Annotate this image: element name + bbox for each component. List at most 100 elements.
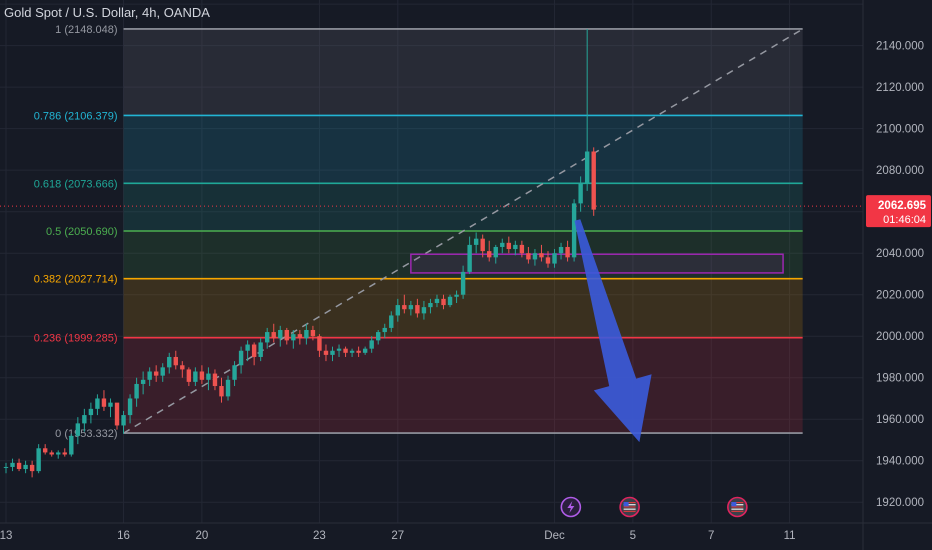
candle-body [578, 182, 583, 204]
candle-body [127, 398, 133, 416]
candle-body [500, 242, 505, 247]
candle-body [480, 238, 485, 252]
fib-level-label: 1 (2148.048) [55, 24, 117, 36]
candle-body [467, 244, 472, 272]
candle-body [473, 238, 479, 245]
chart-title: Gold Spot / U.S. Dollar, 4h, OANDA [4, 5, 210, 20]
candle-body [591, 151, 596, 210]
candle-body [10, 462, 15, 467]
fib-level-label: 0.236 (1999.285) [34, 333, 118, 345]
candle-body [415, 305, 420, 314]
candle-body [460, 271, 466, 295]
date-tick: Dec [544, 530, 565, 542]
date-tick: 16 [117, 530, 130, 542]
candle-body [160, 367, 165, 376]
date-tick: 27 [391, 530, 404, 542]
current-price-label: 2062.695 [878, 200, 927, 212]
current-price-badge [866, 195, 931, 228]
candle-body [317, 336, 322, 351]
candle-body [212, 373, 218, 387]
candle-body [232, 365, 237, 380]
candle-body [493, 246, 498, 258]
candle-body [206, 373, 211, 380]
candle-body [69, 435, 74, 455]
candle-body [513, 244, 518, 250]
candle-body [421, 307, 427, 314]
price-tick: 2020.000 [876, 290, 924, 302]
price-tick: 1920.000 [876, 497, 924, 509]
candle-body [167, 356, 172, 368]
candle-body [121, 415, 126, 426]
candle-body [225, 379, 231, 397]
candle-body [3, 466, 9, 468]
candles [3, 29, 596, 478]
candle-body [153, 371, 159, 376]
candle-body [402, 305, 407, 310]
date-tick: 11 [784, 530, 796, 542]
candle-body [395, 305, 400, 316]
fib-level-label: 0 (1953.332) [55, 428, 117, 440]
candle-body [245, 344, 250, 351]
time-axis [0, 523, 863, 550]
candle-body [16, 462, 22, 470]
date-tick: 13 [0, 530, 12, 542]
candle-body [62, 452, 67, 455]
fib-zone [123, 115, 803, 184]
fib-zone [123, 28, 803, 116]
candle-body [180, 365, 185, 370]
candle-body [219, 386, 224, 397]
candle-body [23, 464, 28, 470]
us-flag-icon [619, 496, 640, 518]
candle-body [199, 371, 205, 380]
candle-body [571, 203, 577, 258]
candle-body [362, 348, 368, 353]
candle-body [29, 464, 35, 472]
lightning-icon [560, 496, 582, 518]
candle-body [193, 371, 198, 382]
candle-body [349, 350, 355, 353]
candle-body [114, 402, 120, 426]
candle-body [428, 303, 433, 308]
candle-body [454, 294, 459, 297]
candle-body [323, 350, 329, 355]
candle-body [95, 398, 100, 409]
candle-body [441, 298, 446, 306]
candle-body [265, 332, 270, 343]
candle-body [369, 340, 374, 349]
date-tick: 20 [196, 530, 209, 542]
candle-body [519, 244, 525, 254]
candle-body [186, 369, 192, 382]
candle-body [584, 151, 590, 183]
us-flag-icon [727, 496, 748, 518]
candle-body [173, 356, 178, 366]
candle-body [56, 452, 61, 455]
candle-body [343, 348, 348, 353]
price-axis [863, 0, 932, 550]
candle-body [251, 344, 257, 357]
candle-body [42, 448, 48, 453]
candle-body [545, 257, 551, 264]
candle-body [434, 298, 440, 304]
candle-body [539, 253, 544, 258]
fib-level-label: 0.5 (2050.690) [46, 226, 118, 238]
price-tick: 1960.000 [876, 414, 924, 426]
candle-body [134, 383, 139, 399]
candle-body [356, 350, 361, 353]
candle-body [408, 305, 414, 310]
candle-body [49, 452, 54, 455]
price-tick: 2100.000 [876, 124, 924, 136]
fib-level-label: 0.618 (2073.666) [34, 178, 118, 190]
forecast-arrow [574, 219, 652, 443]
fib-zone [123, 337, 803, 434]
date-tick: 7 [708, 530, 714, 542]
candle-body [297, 334, 303, 339]
candle-body [140, 379, 146, 384]
candle-body [108, 402, 113, 407]
candle-body [304, 329, 309, 339]
candle-body [565, 246, 570, 258]
bar-countdown: 01:46:04 [883, 214, 926, 226]
candle-body [310, 329, 316, 337]
date-tick: 23 [313, 530, 326, 542]
candle-body [376, 332, 381, 341]
